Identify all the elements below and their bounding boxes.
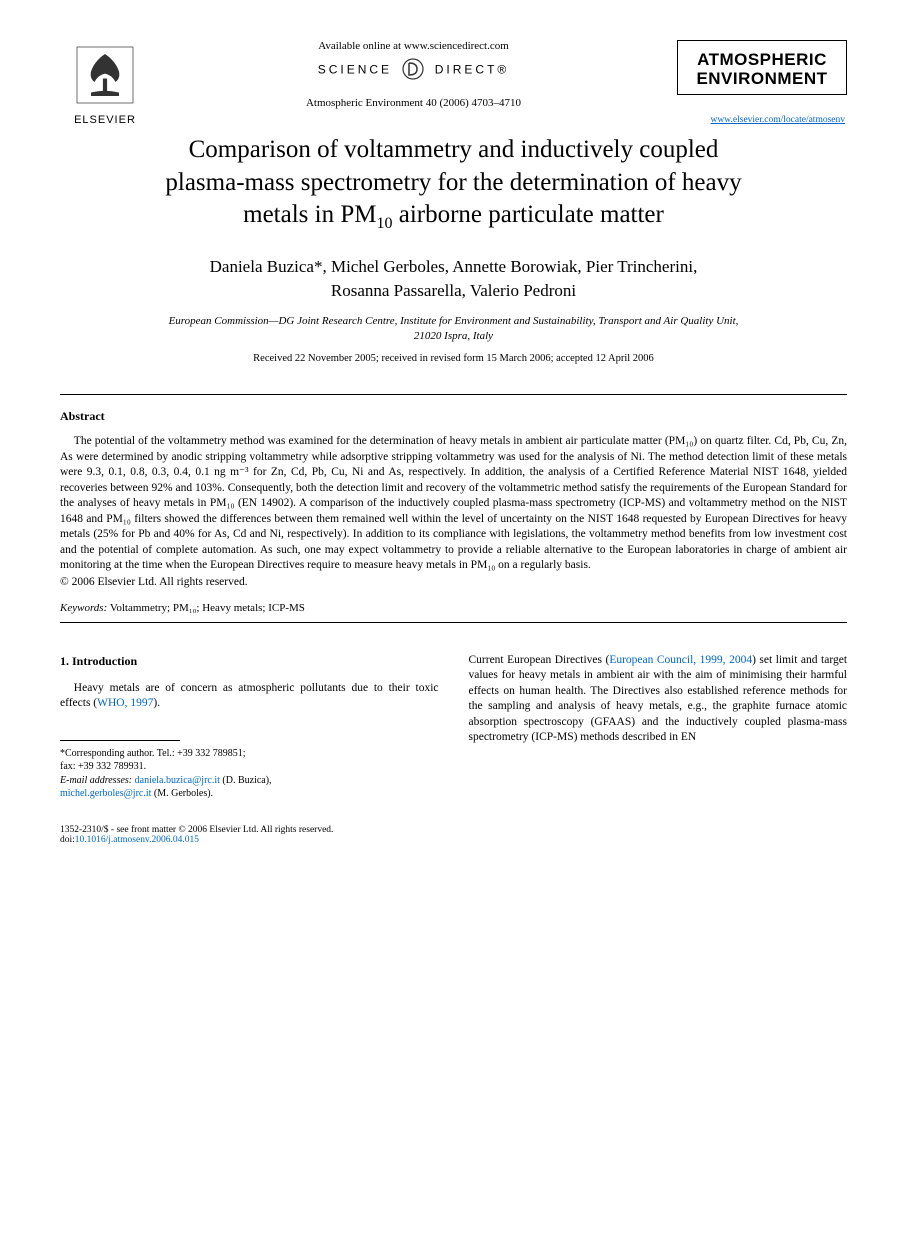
abstract-text: The potential of the voltammetry method … [60, 434, 847, 574]
email1-name: (D. Buzica), [220, 775, 272, 786]
left-column: 1. Introduction Heavy metals are of conc… [60, 653, 439, 801]
elsevier-text: ELSEVIER [60, 114, 150, 126]
intro-left-post: ). [153, 697, 160, 709]
sd-right: DIRECT® [435, 63, 510, 77]
abstract-heading: Abstract [60, 409, 847, 424]
abstract-copyright: © 2006 Elsevier Ltd. All rights reserved… [60, 576, 847, 588]
affiliation-block: European Commission—DG Joint Research Ce… [60, 314, 847, 343]
header-row: ELSEVIER Available online at www.science… [60, 40, 847, 126]
keywords-label: Keywords: [60, 602, 107, 614]
email-label: E-mail addresses: [60, 775, 132, 786]
affiliation-line2: 21020 Ispra, Italy [414, 330, 493, 342]
who-ref-link[interactable]: WHO, 1997 [97, 697, 153, 709]
sd-d-icon [402, 58, 424, 83]
email1-link[interactable]: daniela.buzica@jrc.it [135, 775, 220, 786]
email2-name: (M. Gerboles). [151, 788, 213, 799]
abstract-top-rule [60, 394, 847, 395]
issn-line: 1352-2310/$ - see front matter © 2006 El… [60, 825, 847, 835]
center-header: Available online at www.sciencedirect.co… [150, 40, 677, 109]
keywords-text: Voltammetry; PM₁₀; Heavy metals; ICP-MS [107, 602, 305, 614]
title-line2: plasma-mass spectrometry for the determi… [165, 169, 741, 196]
article-dates: Received 22 November 2005; received in r… [60, 353, 847, 364]
introduction-heading: 1. Introduction [60, 653, 439, 669]
keywords-block: Keywords: Voltammetry; PM₁₀; Heavy metal… [60, 602, 847, 614]
authors-line2: Rosanna Passarella, Valerio Pedroni [331, 281, 576, 300]
available-online-text: Available online at www.sciencedirect.co… [170, 40, 657, 52]
elsevier-tree-icon [70, 40, 140, 110]
authors-block: Daniela Buzica*, Michel Gerboles, Annett… [60, 255, 847, 303]
authors-line1: Daniela Buzica*, Michel Gerboles, Annett… [210, 257, 698, 276]
intro-right-pre: Current European Directives ( [469, 654, 610, 666]
title-sub: 10 [376, 215, 392, 232]
doi-label: doi: [60, 835, 75, 845]
ec-ref-link[interactable]: European Council, 1999, 2004 [609, 654, 752, 666]
science-direct-logo: SCIENCE DIRECT® [170, 58, 657, 83]
title-line3-pre: metals in PM [243, 201, 376, 228]
journal-name-line2: ENVIRONMENT [686, 70, 838, 89]
intro-right-para: Current European Directives (European Co… [469, 653, 848, 746]
doi-line: doi:10.1016/j.atmosenv.2006.04.015 [60, 835, 847, 845]
journal-url-link[interactable]: www.elsevier.com/locate/atmosenv [677, 115, 847, 125]
title-line3-post: airborne particulate matter [392, 201, 663, 228]
footer-block: 1352-2310/$ - see front matter © 2006 El… [60, 825, 847, 845]
email-line: E-mail addresses: daniela.buzica@jrc.it … [60, 774, 439, 788]
fax-line: fax: +39 332 789931. [60, 760, 439, 774]
body-columns: 1. Introduction Heavy metals are of conc… [60, 653, 847, 801]
intro-right-post: ) set limit and target values for heavy … [469, 654, 848, 744]
email-line2: michel.gerboles@jrc.it (M. Gerboles). [60, 787, 439, 801]
journal-title-box: ATMOSPHERIC ENVIRONMENT [677, 40, 847, 95]
article-title: Comparison of voltammetry and inductivel… [60, 134, 847, 235]
right-column: Current European Directives (European Co… [469, 653, 848, 801]
sd-left: SCIENCE [318, 63, 392, 77]
elsevier-logo-block: ELSEVIER [60, 40, 150, 126]
corresponding-author: *Corresponding author. Tel.: +39 332 789… [60, 747, 439, 761]
affiliation-line1: European Commission—DG Joint Research Ce… [169, 315, 739, 327]
intro-left-para: Heavy metals are of concern as atmospher… [60, 681, 439, 712]
journal-reference: Atmospheric Environment 40 (2006) 4703–4… [170, 97, 657, 109]
footnote-block: *Corresponding author. Tel.: +39 332 789… [60, 747, 439, 801]
abstract-bottom-rule [60, 622, 847, 623]
doi-link[interactable]: 10.1016/j.atmosenv.2006.04.015 [75, 835, 199, 845]
email2-link[interactable]: michel.gerboles@jrc.it [60, 788, 151, 799]
journal-name-line1: ATMOSPHERIC [686, 51, 838, 70]
journal-box-wrapper: ATMOSPHERIC ENVIRONMENT www.elsevier.com… [677, 40, 847, 125]
title-line1: Comparison of voltammetry and inductivel… [189, 136, 719, 163]
footnote-rule [60, 740, 180, 741]
